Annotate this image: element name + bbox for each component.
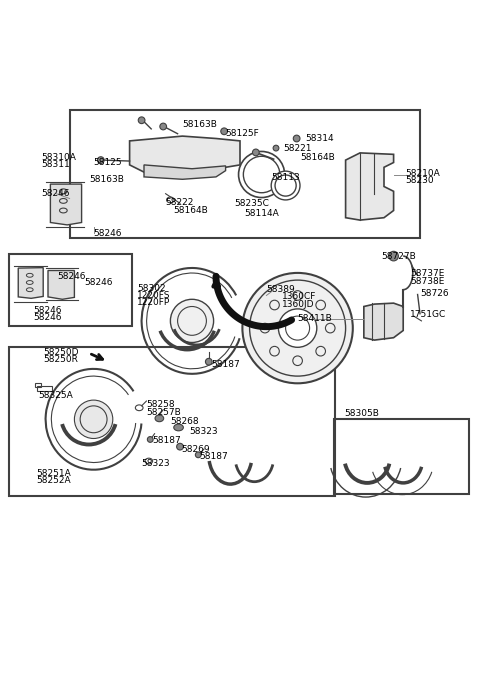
Text: 1751GC: 1751GC [410, 310, 447, 319]
Polygon shape [346, 153, 394, 220]
Text: 58222: 58222 [166, 198, 194, 207]
Text: 58737E: 58737E [410, 269, 445, 278]
Ellipse shape [221, 128, 228, 135]
Ellipse shape [155, 415, 164, 422]
Text: 58187: 58187 [199, 452, 228, 461]
Text: 58114A: 58114A [244, 210, 278, 219]
Ellipse shape [195, 452, 201, 458]
Text: 58389: 58389 [266, 285, 295, 294]
Text: 58250R: 58250R [43, 355, 78, 364]
Text: 58163B: 58163B [182, 120, 217, 129]
Ellipse shape [138, 117, 145, 123]
Ellipse shape [177, 443, 183, 450]
Text: 1220FS: 1220FS [137, 291, 170, 300]
Text: 1360CF: 1360CF [282, 292, 317, 301]
Ellipse shape [239, 151, 285, 197]
Bar [35, 383, 41, 386]
Ellipse shape [97, 157, 104, 164]
Text: 58311: 58311 [41, 160, 70, 169]
Text: 58246: 58246 [34, 306, 62, 315]
Text: 58323: 58323 [142, 459, 170, 468]
Text: 58268: 58268 [170, 417, 199, 426]
Text: 58323: 58323 [190, 427, 218, 436]
Polygon shape [18, 268, 43, 299]
Ellipse shape [278, 309, 317, 347]
Text: 58235C: 58235C [234, 199, 269, 208]
Ellipse shape [170, 299, 214, 342]
Ellipse shape [271, 171, 300, 200]
Text: 58310A: 58310A [41, 153, 76, 162]
Text: 58163B: 58163B [89, 175, 124, 184]
Text: 1360JD: 1360JD [282, 299, 315, 309]
Bar [9, 347, 335, 496]
Text: 58251A: 58251A [36, 469, 71, 477]
Polygon shape [144, 165, 226, 179]
Ellipse shape [74, 400, 113, 438]
Text: 1220FP: 1220FP [137, 298, 170, 307]
Text: 58164B: 58164B [300, 153, 335, 162]
Text: 58246: 58246 [34, 312, 62, 321]
Ellipse shape [174, 424, 183, 431]
Text: 58250D: 58250D [43, 347, 79, 357]
Text: 58252A: 58252A [36, 476, 71, 485]
Text: 58221: 58221 [283, 144, 312, 153]
Ellipse shape [205, 358, 212, 365]
Text: 58302: 58302 [137, 284, 166, 292]
Text: 58246: 58246 [94, 229, 122, 238]
Ellipse shape [242, 273, 353, 384]
Text: 58125F: 58125F [226, 129, 259, 138]
Text: 58246: 58246 [84, 278, 112, 287]
Text: 58411B: 58411B [298, 314, 332, 323]
Text: 58210A: 58210A [406, 169, 440, 178]
Text: 58187: 58187 [211, 360, 240, 369]
Ellipse shape [252, 149, 259, 155]
Ellipse shape [160, 123, 167, 130]
Text: 58246: 58246 [41, 189, 69, 198]
Polygon shape [130, 136, 240, 172]
Bar [334, 419, 469, 494]
Polygon shape [364, 303, 403, 340]
Bar [37, 386, 52, 390]
Text: 58258: 58258 [146, 401, 175, 410]
Ellipse shape [389, 251, 398, 261]
Bar [70, 110, 420, 238]
Bar [9, 253, 132, 325]
Text: 58738E: 58738E [410, 277, 445, 286]
Text: 58113: 58113 [271, 173, 300, 182]
Text: 58305B: 58305B [345, 409, 380, 418]
Text: 58164B: 58164B [173, 206, 207, 215]
Text: 58257B: 58257B [146, 408, 181, 416]
Text: 58125: 58125 [94, 158, 122, 167]
Text: 58187: 58187 [153, 436, 181, 445]
Text: 58269: 58269 [181, 445, 210, 453]
Polygon shape [48, 271, 74, 299]
Text: 58726: 58726 [420, 288, 449, 297]
Text: 58314: 58314 [305, 134, 334, 143]
Text: 58325A: 58325A [38, 391, 73, 400]
Polygon shape [50, 184, 82, 225]
Ellipse shape [273, 145, 279, 151]
Text: 58727B: 58727B [382, 251, 416, 260]
Text: 58246: 58246 [58, 272, 86, 281]
Text: 58230: 58230 [406, 176, 434, 185]
Ellipse shape [293, 135, 300, 142]
Ellipse shape [147, 436, 153, 443]
